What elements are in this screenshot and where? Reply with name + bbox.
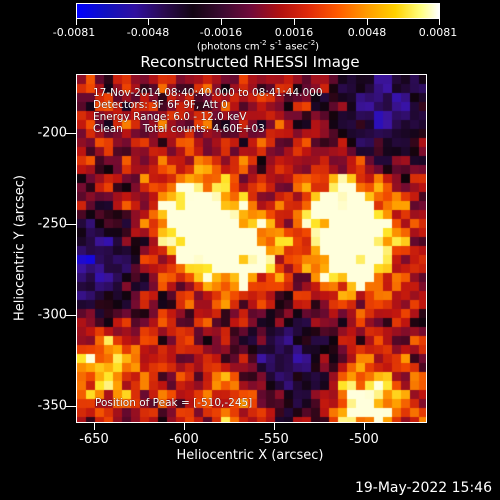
y-tick-label: -300 <box>37 307 67 323</box>
annotation-detectors: Detectors: 3F 6F 9F, Att 0 <box>93 99 228 111</box>
colorbar-tick <box>76 19 77 25</box>
x-tick <box>184 423 185 430</box>
colorbar-tick <box>148 19 149 25</box>
colorbar-tick-label: -0.0016 <box>199 26 243 39</box>
annotation-total-counts: Total counts: 4.60E+03 <box>142 123 265 135</box>
y-tick <box>66 133 76 134</box>
colorbar-units: (photons cm-2 s-1 asec-2) <box>197 39 319 52</box>
x-tick-label: -600 <box>169 432 199 447</box>
colorbar-tick-label: -0.0081 <box>52 26 96 39</box>
annotation-clean: Clean Total counts: 4.60E+03 <box>93 123 265 136</box>
x-tick-label: -550 <box>259 432 289 447</box>
x-tick <box>364 423 365 430</box>
y-tick-label: -350 <box>37 398 67 414</box>
colorbar-tick <box>439 19 440 25</box>
x-tick-label: -650 <box>79 432 109 447</box>
units-exponent: -2 <box>259 39 267 47</box>
units-text: s <box>266 41 276 53</box>
plot-title: Reconstructed RHESSI Image <box>140 53 360 71</box>
timestamp: 19-May-2022 15:46 <box>354 480 492 496</box>
colorbar-tick <box>367 19 368 25</box>
y-tick <box>66 224 76 225</box>
units-exponent: -1 <box>275 39 283 47</box>
x-axis-title: Heliocentric X (arcsec) <box>176 448 324 463</box>
units-text: asec <box>282 41 309 53</box>
colorbar-tick-label: 0.0081 <box>418 26 458 39</box>
y-tick <box>66 406 76 407</box>
colorbar-tick-label: 0.0016 <box>274 26 314 39</box>
units-text: (photons cm <box>196 41 260 53</box>
colorbar <box>76 3 440 19</box>
image-plot-area: 17-Nov-2014 08:40:40.000 to 08:41:44.000… <box>76 74 427 423</box>
annotation-peak-position: Position of Peak = [-510,-245] <box>95 397 253 409</box>
colorbar-tick <box>221 19 222 25</box>
y-tick-label: -250 <box>37 216 67 232</box>
colorbar-tick-label: -0.0048 <box>126 26 170 39</box>
colorbar-tick <box>294 19 295 25</box>
units-exponent: -2 <box>308 39 316 47</box>
y-tick <box>66 315 76 316</box>
y-axis-title: Heliocentric Y (arcsec) <box>12 175 28 321</box>
x-tick <box>94 423 95 430</box>
x-tick <box>274 423 275 430</box>
annotation-clean-label: Clean <box>93 123 123 135</box>
colorbar-tick-label: 0.0048 <box>347 26 387 39</box>
units-text: ) <box>315 41 320 53</box>
annotation-energy-range: Energy Range: 6.0 - 12.0 keV <box>93 111 247 123</box>
rhessi-heatmap <box>77 75 426 422</box>
x-tick-label: -500 <box>349 432 379 447</box>
annotation-time-range: 17-Nov-2014 08:40:40.000 to 08:41:44.000 <box>93 87 323 99</box>
y-tick-label: -200 <box>37 125 67 141</box>
